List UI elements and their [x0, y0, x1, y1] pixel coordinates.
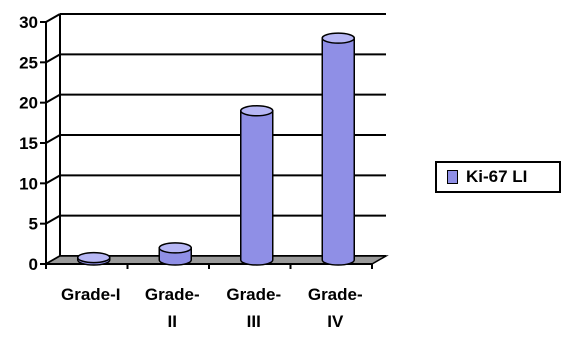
y-tick-label: 30	[19, 13, 38, 32]
bar-grade-i	[77, 251, 111, 266]
gridline-diagonal	[45, 134, 61, 144]
x-category-label-line: II	[168, 312, 177, 331]
y-tick-label: 25	[19, 53, 38, 72]
legend-label: Ki-67 LI	[466, 167, 528, 186]
legend-swatch	[447, 170, 458, 184]
x-category-label-line: Grade-	[308, 285, 363, 304]
x-category-label-line: IV	[327, 312, 344, 331]
gridline-diagonal	[45, 174, 61, 185]
bar-grade-iv	[321, 32, 355, 266]
x-category-label: Grade- III	[226, 285, 281, 331]
gridline-diagonal	[45, 13, 61, 23]
bar-grade-ii	[158, 242, 192, 266]
x-category-label-line: Grade-	[226, 285, 281, 304]
bar-grade-iii	[240, 105, 274, 266]
x-category-label: Grade-I	[61, 285, 121, 304]
y-tick-label: 15	[19, 134, 38, 153]
bar-top	[321, 32, 355, 44]
y-tick-label: 10	[19, 174, 38, 193]
y-tick-label: 0	[29, 255, 38, 274]
y-tick-label: 20	[19, 94, 38, 113]
gridline-diagonal	[45, 93, 61, 104]
y-axis: 0 5 10 15 20 25 30	[19, 13, 373, 274]
x-category-label-line: III	[247, 312, 261, 331]
y-tick-label: 5	[29, 215, 38, 234]
bar-top	[77, 251, 111, 264]
x-category-label: Grade- II	[145, 285, 200, 331]
bar-top	[240, 105, 274, 117]
bars	[77, 32, 355, 266]
legend: Ki-67 LI	[435, 161, 561, 193]
bar-top	[158, 242, 192, 254]
x-category-label: Grade- IV	[308, 285, 363, 331]
gridline-diagonal	[45, 214, 61, 225]
gridline-diagonal	[45, 53, 61, 64]
bar-body	[240, 110, 274, 266]
x-axis-labels: Grade-I Grade- II Grade- III Grade- IV	[61, 285, 363, 331]
x-category-label-line: Grade-I	[61, 285, 121, 304]
bar-body	[321, 37, 355, 266]
x-category-label-line: Grade-	[145, 285, 200, 304]
